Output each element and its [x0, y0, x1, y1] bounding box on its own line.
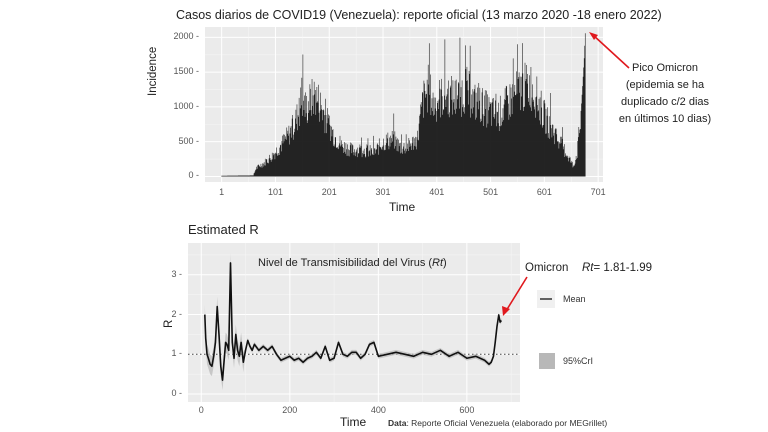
- omicron-arrow: [502, 276, 528, 316]
- r-x-tick: 200: [282, 405, 298, 415]
- incidence-y-tick: 2000 -: [173, 31, 199, 42]
- incidence-x-axis-label: Time: [389, 200, 416, 214]
- annotation-line-3: duplicado c/2 dias: [620, 96, 710, 108]
- r-mean-line: [204, 262, 503, 381]
- rt-value-annotation: Rt= 1.81-1.99: [582, 262, 652, 274]
- r-chart-title: Estimated R: [188, 222, 259, 237]
- data-source-text: : Reporte Oficial Venezuela (elaborado p…: [406, 418, 608, 428]
- annotation-line-1: Pico Omicron: [631, 62, 699, 74]
- r-x-tick: 0: [198, 405, 204, 415]
- r-x-tick: 600: [459, 405, 475, 415]
- incidence-x-tick: 1: [219, 187, 225, 197]
- incidence-y-tick: 500 -: [178, 135, 199, 146]
- data-label: Data: [388, 418, 407, 428]
- r-y-tick: 1 -: [171, 348, 182, 359]
- r-credible-ribbon: [204, 252, 502, 391]
- omicron-annotation: Omicron: [525, 262, 569, 274]
- incidence-x-tick: 301: [375, 187, 391, 197]
- incidence-x-tick: 701: [590, 187, 606, 197]
- pico-omicron-arrow: [589, 32, 630, 69]
- rt-symbol: Rt: [582, 262, 594, 274]
- r-x-axis-label: Time: [340, 415, 367, 429]
- legend-crl-box-icon: [539, 353, 555, 369]
- legend-mean-label: Mean: [563, 294, 586, 304]
- incidence-x-tick: 501: [483, 187, 499, 197]
- r-y-axis-label: R: [163, 319, 175, 328]
- data-source-credit: Data: Reporte Oficial Venezuela (elabora…: [388, 418, 607, 428]
- r-plot-panel: [188, 243, 520, 402]
- r-y-tick: 3 -: [171, 268, 182, 279]
- r-y-tick: 0 -: [171, 388, 182, 399]
- pico-omicron-annotation: Pico Omicron (epidemia se ha duplicado c…: [605, 60, 725, 128]
- incidence-chart-title: Casos diarios de COVID19 (Venezuela): re…: [176, 8, 662, 22]
- legend-crl-label: 95%CrI: [563, 356, 594, 366]
- incidence-x-tick: 401: [429, 187, 445, 197]
- incidence-y-axis-label: Incidence: [147, 46, 159, 96]
- subtitle-rt: Rt: [432, 257, 444, 269]
- incidence-x-tick: 201: [321, 187, 337, 197]
- r-x-tick: 400: [370, 405, 386, 415]
- annotation-line-2: (epidemia se ha: [625, 79, 705, 91]
- subtitle-text: Nivel de Transmisibilidad del Virus (: [258, 257, 433, 269]
- r-grid: [188, 243, 520, 402]
- incidence-y-tick: 1500 -: [173, 66, 199, 77]
- incidence-y-tick: 0 -: [188, 170, 199, 181]
- incidence-y-tick: 1000 -: [173, 100, 199, 111]
- incidence-x-tick: 101: [267, 187, 283, 197]
- incidence-x-tick: 601: [536, 187, 552, 197]
- rt-range: = 1.81-1.99: [593, 262, 653, 274]
- r-chart-subtitle: Nivel de Transmisibilidad del Virus (Rt): [258, 257, 447, 269]
- annotation-line-4: en últimos 10 dias): [618, 113, 712, 125]
- incidence-bars: [221, 33, 586, 177]
- r-y-tick: 2 -: [171, 308, 182, 319]
